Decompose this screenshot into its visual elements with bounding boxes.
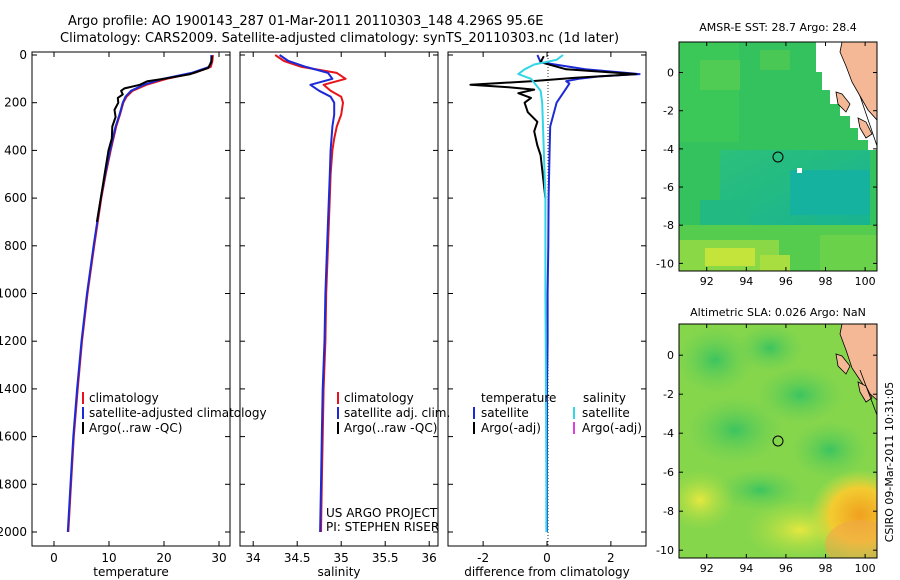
temperature-legend: climatology satellite-adjusted climatolo… (82, 391, 267, 435)
title-line-2: Climatology: CARS2009. Satellite-adjuste… (60, 31, 619, 46)
salinity-legend: climatology satellite adj. clim. Argo(..… (326, 391, 450, 534)
y-tick-label: 1600 (0, 430, 27, 444)
x-tick-label: 36 (422, 551, 437, 565)
map-x-tick-label: 98 (819, 562, 833, 575)
legend-title-temperature: temperature (481, 391, 556, 405)
sst-land-island-2 (857, 117, 873, 139)
map-x-tick-label: 100 (855, 562, 876, 575)
y-tick-label: 2000 (0, 525, 27, 539)
x-tick-label: 34.5 (284, 551, 311, 565)
legend-label-temp-argo: Argo(-adj) (481, 421, 541, 435)
y-tick-label: 400 (4, 143, 27, 157)
x-tick-label: 2 (607, 551, 615, 565)
map-x-tick-label: 94 (739, 562, 753, 575)
legend-label-satellite: satellite-adjusted climatology (89, 406, 267, 420)
legend-label-sal-argo: Argo(-adj) (582, 421, 642, 435)
legend-label-argo: Argo(..raw -QC) (89, 421, 182, 435)
salinity-axes (239, 51, 439, 547)
sla-map-frame (678, 323, 878, 559)
y-tick-label: 1200 (0, 334, 27, 348)
map-y-tick-label: -4 (663, 143, 674, 156)
y-tick-label: 0 (19, 48, 27, 62)
sla-map-axes: 92 94 96 98 100 0 -2 -4 -6 -8 -10 (656, 324, 877, 575)
sst-argo-position (772, 151, 784, 163)
y-tick-label: 1000 (0, 287, 27, 301)
sst-map (679, 42, 877, 271)
x-tick-label: 20 (156, 551, 171, 565)
map-x-tick-label: 98 (819, 275, 833, 288)
map-y-tick-label: -6 (663, 466, 674, 479)
sst-map-title: AMSR-E SST: 28.7 Argo: 28.4 (699, 21, 857, 34)
credit-text: CSIRO 09-Mar-2011 10:31:05 (883, 382, 896, 543)
map-y-tick-label: -10 (656, 257, 674, 270)
map-y-tick-label: -2 (663, 388, 674, 401)
x-tick-label: 10 (101, 551, 116, 565)
project-annotation-1: US ARGO PROJECT (326, 506, 438, 520)
difference-plot: -2 0 2 (448, 52, 646, 565)
map-y-tick-label: -2 (663, 105, 674, 118)
title-line-1: Argo profile: AO 1900143_287 01-Mar-2011… (68, 14, 544, 29)
x-tick-label: 30 (211, 551, 226, 565)
sla-coast-line (859, 369, 877, 416)
x-tick-label: 34 (246, 551, 261, 565)
salinity-xlabel: salinity (317, 565, 360, 579)
legend-title-salinity: salinity (583, 391, 626, 405)
map-y-tick-label: 0 (667, 349, 674, 362)
map-x-tick-label: 92 (700, 275, 714, 288)
x-tick-label: 0 (543, 551, 551, 565)
y-tick-label: 600 (4, 191, 27, 205)
legend-label-satellite: satellite adj. clim. (344, 406, 450, 420)
map-x-tick-label: 94 (739, 275, 753, 288)
project-annotation-2: PI: STEPHEN RISER (326, 520, 439, 534)
difference-legend: temperature satellite Argo(-adj) salinit… (473, 391, 642, 435)
map-y-tick-label: -6 (663, 181, 674, 194)
sla-argo-position (772, 435, 784, 447)
difference-xlabel: difference from climatology (464, 565, 630, 579)
y-tick-label: 800 (4, 239, 27, 253)
x-tick-label: 35 (334, 551, 349, 565)
sst-map-frame (678, 41, 878, 272)
series-salinity-satellite (517, 54, 564, 532)
legend-label-climatology: climatology (89, 391, 159, 405)
sst-land-island-1 (835, 91, 851, 113)
x-tick-label: -2 (477, 551, 489, 565)
sla-land-coast (839, 324, 877, 401)
sla-map-title: Altimetric SLA: 0.026 Argo: NaN (690, 306, 866, 319)
legend-label-argo: Argo(..raw -QC) (344, 421, 437, 435)
sla-map (679, 324, 877, 558)
x-tick-label: 0 (50, 551, 58, 565)
sla-land-island-2 (857, 381, 873, 403)
map-y-tick-label: -4 (663, 427, 674, 440)
map-y-tick-label: 0 (667, 67, 674, 80)
map-y-tick-label: -8 (663, 505, 674, 518)
sst-coast-line (859, 95, 877, 147)
map-y-tick-label: -8 (663, 219, 674, 232)
temperature-xlabel: temperature (93, 565, 168, 579)
series-satellite-adj-clim- (279, 54, 336, 533)
depth-axis: 0 200 400 600 800 1000 1200 1400 1600 1800 2000 (0, 48, 27, 539)
map-x-tick-label: 96 (779, 562, 793, 575)
y-tick-label: 200 (4, 96, 27, 110)
salinity-plot: 34 34.5 35 35.5 36 (240, 52, 438, 565)
map-x-tick-label: 100 (855, 275, 876, 288)
series-temperature-argo-adj- (469, 55, 638, 199)
y-tick-label: 1800 (0, 477, 27, 491)
legend-label-sal-satellite: satellite (582, 406, 630, 420)
legend-label-climatology: climatology (344, 391, 414, 405)
x-tick-label: 35.5 (372, 551, 399, 565)
y-tick-label: 1400 (0, 382, 27, 396)
map-x-tick-label: 96 (779, 275, 793, 288)
temperature-plot: 0 10 20 30 (32, 52, 230, 565)
series-argo-raw-qc- (95, 56, 213, 223)
map-x-tick-label: 92 (700, 562, 714, 575)
temperature-axes (31, 51, 231, 547)
map-y-tick-label: -10 (656, 544, 674, 557)
sst-no-data-pixel (797, 168, 802, 173)
sla-land-island-1 (835, 353, 851, 375)
sst-map-axes: 92 94 96 98 100 0 -2 -4 -6 -8 -10 (656, 42, 877, 288)
legend-label-temp-satellite: satellite (481, 406, 529, 420)
